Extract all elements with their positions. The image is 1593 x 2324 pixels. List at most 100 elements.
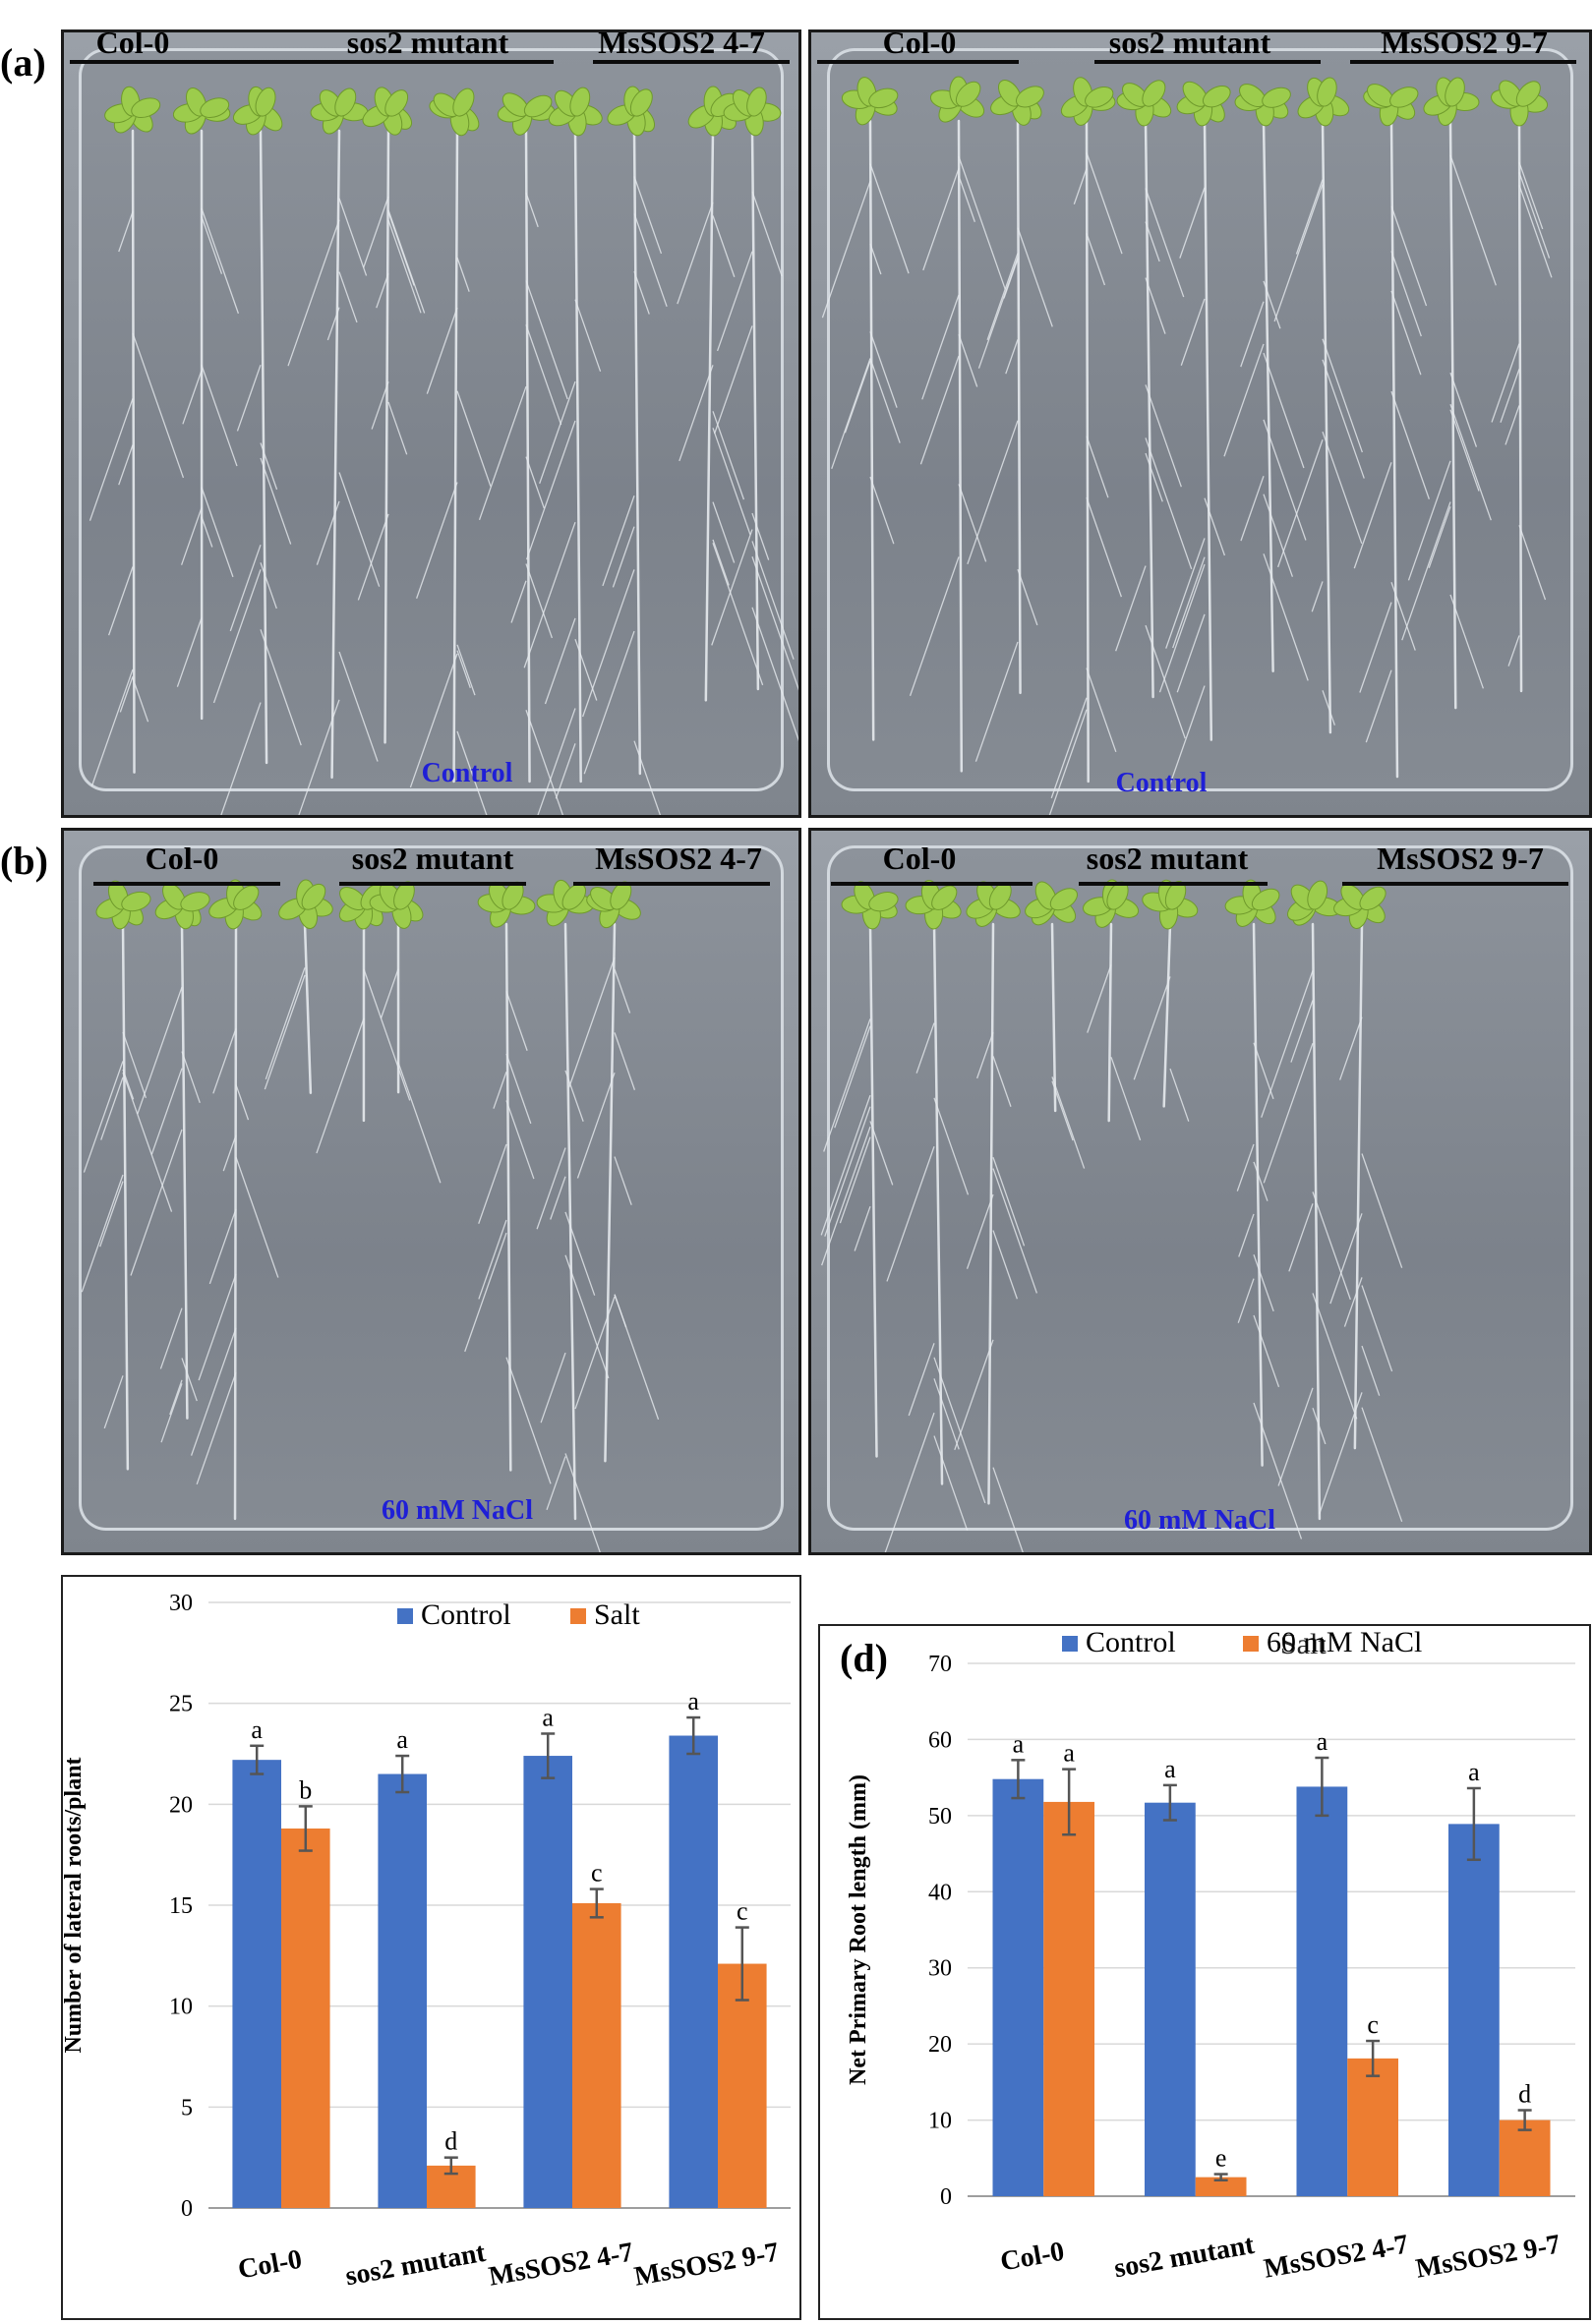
legend-swatch-1: [1243, 1636, 1259, 1652]
panel-label: (d): [840, 1636, 888, 1680]
group-bar: [339, 882, 526, 886]
group-label-col0: Col-0: [882, 29, 957, 60]
group-label-mssos2: MsSOS2 4-7: [595, 841, 762, 876]
agar-plate: [826, 844, 1574, 1531]
x-category-label: MsSOS2 9-7: [1413, 2229, 1563, 2284]
bar-control-0: [992, 1778, 1044, 2196]
chart-d-frame: (d) 0 10 20 30 40 50 60 70 Net Primary Root lengt…: [818, 1624, 1591, 2320]
group-label-sos2: sos2 mutant: [351, 841, 514, 876]
bar-salt-3: [718, 1963, 767, 2208]
significance-letter: d: [1518, 2080, 1531, 2109]
group-label-mssos2: MsSOS2 9-7: [1377, 841, 1544, 876]
bar-control-2: [1296, 1786, 1348, 2196]
condition-label: 60 mM NaCl: [1124, 1505, 1275, 1536]
significance-letter: a: [251, 1715, 263, 1744]
bar-salt-0: [281, 1828, 330, 2208]
y-tick-label: 10: [169, 1995, 193, 2020]
significance-letter: a: [1468, 1758, 1480, 1786]
group-bar: [332, 60, 554, 64]
panel-label-a: (a): [0, 40, 46, 85]
y-tick-label: 5: [181, 2095, 193, 2121]
plate-a-right: Col-0 sos2 mutant MsSOS2 9-7 Control: [808, 29, 1592, 818]
seedlings: [821, 76, 1553, 815]
y-tick-label: 50: [928, 1804, 952, 1830]
y-tick-label: 0: [181, 2196, 193, 2222]
y-axis-title: Net Primary Root length (mm): [846, 1774, 871, 2085]
bar-control-2: [523, 1756, 572, 2208]
group-bar: [1094, 60, 1321, 64]
y-tick-label: 60: [928, 1727, 952, 1753]
x-category-label: MsSOS2 4-7: [487, 2237, 636, 2292]
group-bar: [93, 882, 280, 886]
y-tick-label: 30: [169, 1591, 193, 1616]
group-label-mssos2: MsSOS2 4-7: [598, 29, 765, 60]
plate-a-left: Col-0 sos2 mutant MsSOS2 4-7 Control: [61, 29, 801, 818]
seedlings: [88, 86, 798, 815]
condition-label: 60 mM NaCl: [382, 1495, 533, 1526]
seedlings: [820, 879, 1403, 1552]
y-tick-label: 25: [169, 1692, 193, 1717]
significance-letter: c: [1367, 2010, 1379, 2039]
legend-label-0: Control: [1086, 1626, 1176, 1658]
panel-label-b: (b): [0, 839, 48, 883]
bar-control-1: [378, 1773, 427, 2208]
significance-letter: b: [299, 1775, 312, 1804]
condition-label: Control: [1115, 768, 1208, 798]
bar-control-0: [232, 1760, 281, 2208]
significance-letter: c: [737, 1897, 748, 1926]
x-category-label: Col-0: [236, 2244, 305, 2286]
x-category-label: sos2 mutant: [1112, 2230, 1258, 2285]
group-bar: [1079, 882, 1268, 886]
legend-swatch-0: [397, 1608, 413, 1624]
y-tick-label: 30: [928, 1956, 952, 1982]
x-category-label: MsSOS2 9-7: [632, 2237, 782, 2292]
bar-salt-0: [1043, 1801, 1095, 2196]
y-tick-label: 40: [928, 1880, 952, 1905]
legend-label-0: Control: [421, 1598, 511, 1631]
significance-letter: d: [444, 2127, 457, 2156]
group-bar: [831, 882, 1032, 886]
group-label-sos2: sos2 mutant: [346, 29, 509, 60]
group-bar: [593, 60, 790, 64]
bar-control-3: [669, 1735, 718, 2208]
plate-b-right: Col-0 sos2 mutant MsSOS2 9-7 60 mM NaCl: [808, 828, 1592, 1555]
legend-overprint-label: Salt: [1280, 1628, 1327, 1660]
significance-letter: a: [1013, 1729, 1025, 1758]
group-bar: [817, 60, 1019, 64]
seedlings: [81, 879, 660, 1552]
group-label-col0: Col-0: [95, 29, 170, 60]
condition-label: Control: [421, 758, 513, 788]
significance-letter: a: [1164, 1755, 1176, 1783]
bar-salt-2: [572, 1902, 621, 2208]
chart-d: (d) 0 10 20 30 40 50 60 70 Net Primary Root lengt…: [840, 1626, 1575, 2285]
agar-plate: [78, 47, 785, 792]
legend-label-1: Salt: [594, 1598, 640, 1631]
significance-letter: a: [396, 1725, 408, 1754]
significance-letter: a: [1317, 1727, 1328, 1756]
y-tick-label: 10: [928, 2109, 952, 2134]
group-label-sos2: sos2 mutant: [1108, 29, 1271, 60]
significance-letter: c: [591, 1859, 603, 1888]
bar-control-3: [1447, 1824, 1500, 2196]
group-bar: [70, 60, 337, 64]
y-tick-label: 0: [940, 2184, 952, 2210]
group-bar: [1350, 60, 1576, 64]
bar-salt-2: [1347, 2058, 1399, 2196]
bar-salt-1: [1195, 2177, 1247, 2196]
significance-letter: a: [687, 1687, 699, 1715]
legend-label-1: 60 mM NaCl: [1267, 1626, 1422, 1658]
y-tick-label: 20: [169, 1792, 193, 1818]
agar-plate: [78, 844, 785, 1531]
agar-plate: [826, 47, 1574, 792]
y-tick-label: 15: [169, 1893, 193, 1919]
legend-swatch-1: [570, 1608, 586, 1624]
y-tick-label: 70: [928, 1652, 952, 1677]
x-category-label: MsSOS2 4-7: [1262, 2229, 1411, 2284]
y-axis-title: Number of lateral roots/plant: [63, 1757, 87, 2053]
group-label-mssos2: MsSOS2 9-7: [1381, 29, 1548, 60]
group-bar: [1342, 882, 1568, 886]
bar-control-1: [1144, 1802, 1196, 2196]
significance-letter: e: [1215, 2144, 1227, 2173]
significance-letter: a: [542, 1703, 554, 1731]
